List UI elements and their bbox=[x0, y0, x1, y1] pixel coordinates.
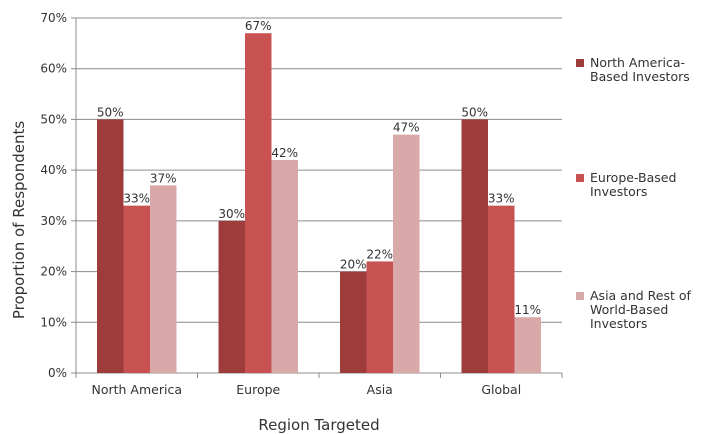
legend-label: World-Based bbox=[590, 302, 668, 317]
y-tick-label: 50% bbox=[40, 112, 67, 126]
y-tick-label: 40% bbox=[40, 163, 67, 177]
legend-swatch bbox=[576, 174, 584, 182]
data-label: 20% bbox=[340, 258, 367, 272]
y-tick-label: 0% bbox=[48, 366, 67, 380]
legend-label: Investors bbox=[590, 184, 647, 199]
data-label: 47% bbox=[393, 121, 420, 135]
data-label: 30% bbox=[218, 207, 245, 221]
legend-label: Asia and Rest of bbox=[590, 288, 692, 303]
x-axis-categories: North America Europe Asia Global bbox=[92, 382, 522, 397]
y-tick-label: 10% bbox=[40, 315, 67, 329]
legend-label: Based Investors bbox=[590, 69, 690, 84]
bar bbox=[150, 185, 177, 373]
y-tick-label: 60% bbox=[40, 62, 67, 76]
bar bbox=[340, 271, 367, 373]
bars bbox=[97, 33, 541, 373]
legend-swatch bbox=[576, 59, 584, 67]
bar bbox=[123, 205, 150, 373]
data-label: 42% bbox=[271, 146, 298, 160]
y-axis-ticks: 0% 10% 20% 30% 40% 50% 60% 70% bbox=[40, 11, 67, 380]
data-label: 11% bbox=[514, 303, 541, 317]
y-axis-title: Proportion of Respondents bbox=[10, 121, 28, 320]
bar bbox=[393, 134, 420, 373]
bar bbox=[514, 317, 541, 373]
bar bbox=[461, 119, 488, 373]
bar bbox=[488, 205, 515, 373]
y-tick-label: 70% bbox=[40, 11, 67, 25]
data-label: 50% bbox=[97, 105, 124, 119]
bar bbox=[218, 220, 245, 373]
y-tick-label: 30% bbox=[40, 214, 67, 228]
bar bbox=[271, 160, 298, 373]
x-axis-title: Region Targeted bbox=[258, 416, 379, 434]
data-label: 67% bbox=[245, 19, 272, 33]
data-labels: 50%33%37%30%67%42%20%22%47%50%33%11% bbox=[97, 19, 541, 317]
legend-label: Europe-Based bbox=[590, 170, 676, 185]
bar bbox=[366, 261, 393, 373]
y-tick-label: 20% bbox=[40, 265, 67, 279]
legend: North America-Based Investors Europe-Base… bbox=[576, 55, 692, 331]
x-category-label: North America bbox=[92, 382, 183, 397]
data-label: 33% bbox=[488, 192, 515, 206]
legend-label: Investors bbox=[590, 316, 647, 331]
x-category-label: Europe bbox=[236, 382, 280, 397]
legend-entry: North America-Based Investors bbox=[576, 55, 690, 84]
data-label: 37% bbox=[150, 171, 177, 185]
x-category-label: Asia bbox=[367, 382, 393, 397]
legend-label: North America- bbox=[590, 55, 685, 70]
x-category-label: Global bbox=[481, 382, 521, 397]
legend-swatch bbox=[576, 292, 584, 300]
bar bbox=[245, 33, 272, 373]
data-label: 22% bbox=[366, 247, 393, 261]
data-label: 33% bbox=[123, 192, 150, 206]
bar bbox=[97, 119, 124, 373]
data-label: 50% bbox=[461, 105, 488, 119]
